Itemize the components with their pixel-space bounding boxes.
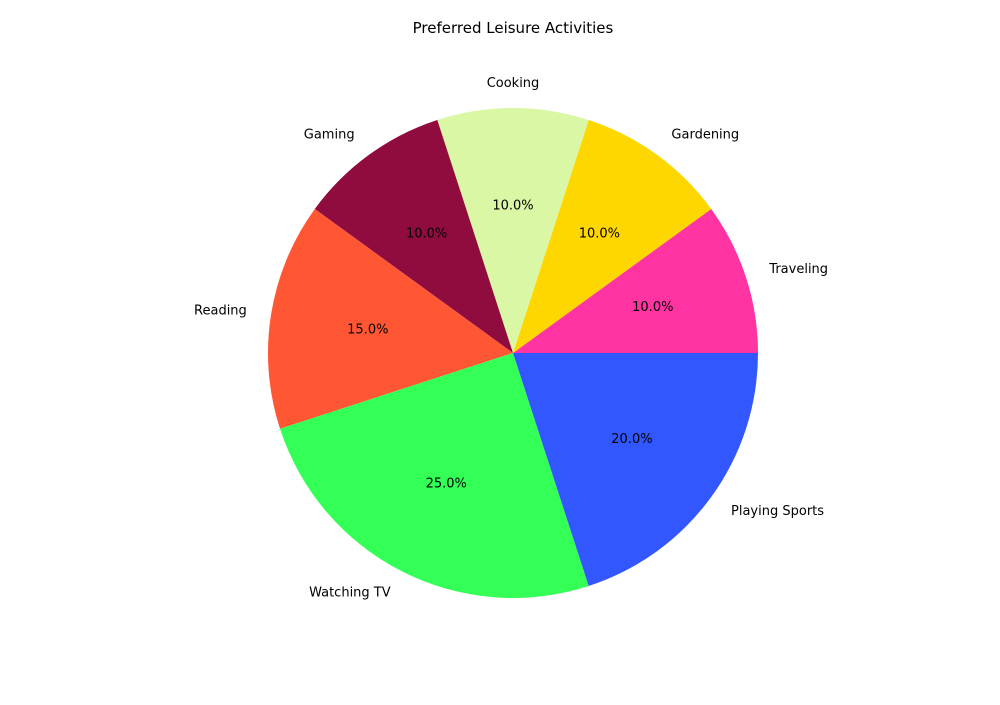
pie-slice-cooking xyxy=(437,107,589,353)
percentage-label-reading: 15.0% xyxy=(347,323,388,338)
category-label-gaming: Gaming xyxy=(304,127,355,142)
pie-slice-gardening xyxy=(513,119,712,353)
percentage-label-cooking: 10.0% xyxy=(492,199,533,214)
category-label-reading: Reading xyxy=(194,303,247,318)
percentage-label-gaming: 10.0% xyxy=(406,227,447,242)
category-label-playing-sports: Playing Sports xyxy=(731,504,824,519)
category-label-cooking: Cooking xyxy=(487,76,540,91)
percentage-label-watching-tv: 25.0% xyxy=(426,476,467,491)
percentage-label-gardening: 10.0% xyxy=(579,227,620,242)
pie-slice-reading xyxy=(267,208,513,429)
pie-slice-watching-tv xyxy=(279,353,589,599)
pie-slice-playing-sports xyxy=(513,353,758,587)
category-label-gardening: Gardening xyxy=(671,127,739,142)
pie-slices xyxy=(267,107,758,599)
chart-title: Preferred Leisure Activities xyxy=(413,19,614,37)
percentage-label-traveling: 10.0% xyxy=(632,300,673,315)
percentage-label-playing-sports: 20.0% xyxy=(611,432,652,447)
category-labels: Traveling Gardening Cooking Gaming Reading Wa… xyxy=(194,76,828,601)
category-label-traveling: Traveling xyxy=(768,262,828,277)
category-label-watching-tv: Watching TV xyxy=(309,586,391,601)
percentage-labels: 10.0% 10.0% 10.0% 10.0% 15.0% 25.0% 20.0% xyxy=(347,199,673,492)
pie-slice-gaming xyxy=(314,119,513,353)
pie-slice-traveling xyxy=(513,208,758,353)
